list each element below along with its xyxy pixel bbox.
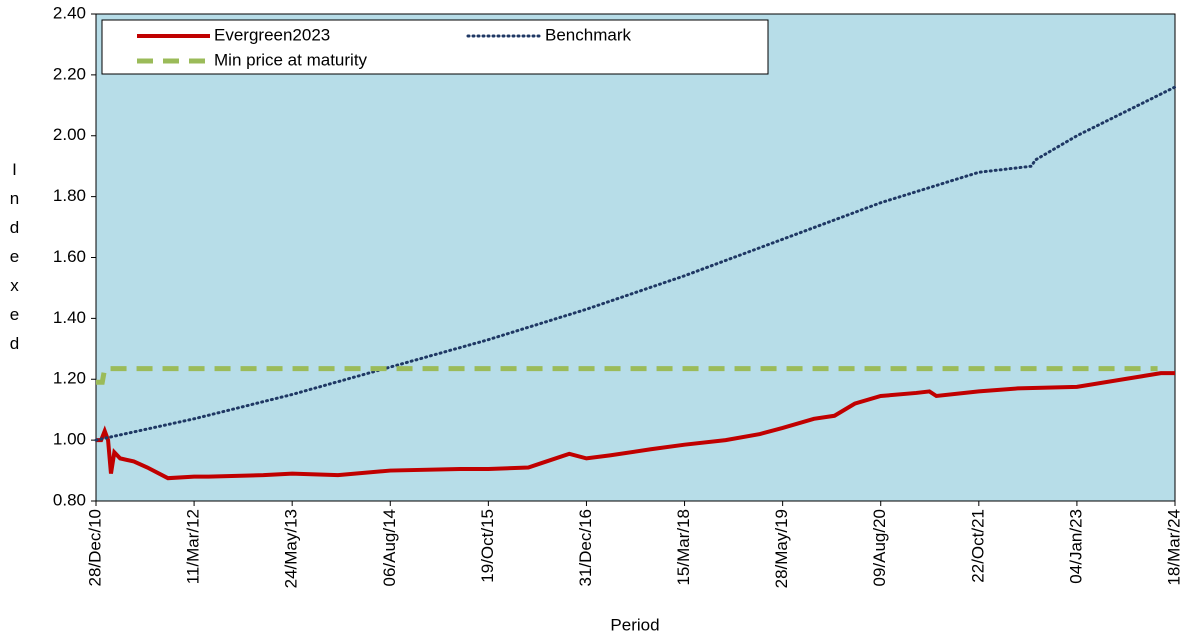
plot-background — [95, 13, 1176, 502]
y-tick-label: 2.00 — [53, 125, 86, 144]
y-tick-label: 2.40 — [53, 3, 86, 22]
x-tick-label: 28/Dec/10 — [85, 509, 104, 587]
legend-box — [101, 19, 769, 75]
y-tick-label: 0.80 — [53, 490, 86, 509]
series-line — [94, 85, 1177, 442]
x-tick-label: 31/Dec/16 — [576, 509, 595, 587]
legend-label: Benchmark — [545, 25, 631, 44]
series-line — [96, 371, 1175, 481]
x-tick-label: 28/May/19 — [772, 509, 791, 588]
x-tick-label: 22/Oct/21 — [968, 509, 987, 583]
y-tick-label: 1.00 — [53, 430, 86, 449]
y-axis-title: Indexed — [5, 160, 24, 363]
x-tick-label: 15/Mar/18 — [674, 509, 693, 586]
x-tick-label: 06/Aug/14 — [380, 509, 399, 587]
series-line — [96, 366, 1158, 385]
y-tick-label: 2.20 — [53, 64, 86, 83]
y-tick-label: 1.60 — [53, 247, 86, 266]
y-tick-label: 1.40 — [53, 308, 86, 327]
x-tick-label: 24/May/13 — [282, 509, 301, 588]
x-tick-label: 18/Mar/24 — [1164, 509, 1180, 586]
x-tick-label: 11/Mar/12 — [184, 509, 203, 584]
x-tick-label: 19/Oct/15 — [478, 509, 497, 583]
legend-label: Evergreen2023 — [214, 25, 330, 44]
x-tick-label: 09/Aug/20 — [870, 509, 889, 587]
legend-label: Min price at maturity — [214, 50, 368, 69]
x-tick-label: 04/Jan/23 — [1066, 509, 1085, 584]
y-tick-label: 1.20 — [53, 369, 86, 388]
x-axis-title: Period — [610, 615, 659, 634]
y-tick-label: 1.80 — [53, 186, 86, 205]
